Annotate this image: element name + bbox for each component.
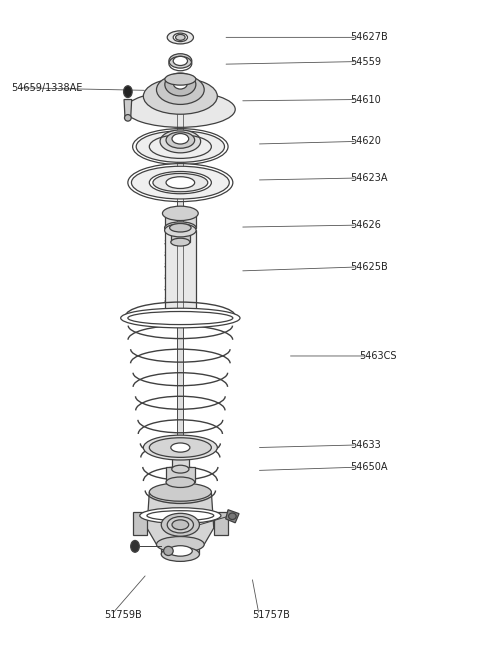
Text: 54626: 54626 — [350, 220, 381, 230]
Ellipse shape — [128, 164, 233, 202]
Text: 54559: 54559 — [350, 57, 381, 66]
Polygon shape — [161, 545, 199, 555]
Ellipse shape — [149, 438, 211, 457]
Ellipse shape — [167, 31, 193, 44]
Ellipse shape — [166, 132, 195, 148]
Ellipse shape — [173, 57, 188, 66]
Polygon shape — [124, 99, 132, 118]
Ellipse shape — [228, 513, 236, 520]
Ellipse shape — [162, 206, 198, 221]
Ellipse shape — [165, 224, 196, 237]
Ellipse shape — [161, 513, 199, 536]
Ellipse shape — [161, 547, 199, 561]
Ellipse shape — [165, 309, 196, 322]
Text: 54610: 54610 — [350, 95, 381, 104]
Polygon shape — [171, 228, 190, 242]
Polygon shape — [226, 510, 239, 523]
Text: 51759B: 51759B — [104, 610, 142, 620]
Ellipse shape — [173, 33, 188, 41]
Text: 54633: 54633 — [350, 440, 381, 450]
Ellipse shape — [136, 131, 225, 162]
Ellipse shape — [172, 133, 189, 144]
Ellipse shape — [164, 547, 173, 556]
Text: 5463CS: 5463CS — [360, 351, 397, 361]
Ellipse shape — [156, 537, 204, 553]
Ellipse shape — [176, 34, 185, 40]
Polygon shape — [147, 492, 214, 545]
Text: 51757B: 51757B — [252, 610, 290, 620]
Ellipse shape — [166, 177, 195, 189]
Ellipse shape — [153, 173, 208, 192]
Ellipse shape — [144, 78, 217, 114]
Ellipse shape — [171, 443, 190, 452]
Text: 54623A: 54623A — [350, 173, 387, 183]
Ellipse shape — [173, 78, 188, 89]
Ellipse shape — [172, 520, 189, 530]
Ellipse shape — [125, 91, 235, 127]
Text: 54625B: 54625B — [350, 262, 387, 272]
Text: 54659/1338AE: 54659/1338AE — [11, 83, 82, 93]
Polygon shape — [165, 214, 196, 228]
Ellipse shape — [140, 508, 221, 524]
Ellipse shape — [149, 483, 211, 501]
Polygon shape — [178, 83, 183, 555]
Ellipse shape — [132, 129, 228, 165]
Ellipse shape — [169, 223, 191, 232]
Ellipse shape — [165, 73, 196, 96]
Polygon shape — [172, 446, 189, 469]
Ellipse shape — [171, 238, 190, 246]
Ellipse shape — [165, 74, 196, 85]
Text: 54620: 54620 — [350, 137, 381, 147]
Ellipse shape — [120, 308, 240, 328]
Ellipse shape — [123, 86, 132, 97]
Ellipse shape — [156, 75, 204, 104]
Ellipse shape — [124, 114, 131, 121]
Ellipse shape — [166, 477, 195, 487]
Polygon shape — [165, 231, 196, 315]
Ellipse shape — [172, 442, 189, 450]
Text: 54650A: 54650A — [350, 462, 387, 472]
Ellipse shape — [132, 166, 229, 199]
Ellipse shape — [165, 222, 196, 234]
Ellipse shape — [169, 54, 192, 68]
Ellipse shape — [172, 465, 189, 473]
Ellipse shape — [160, 130, 201, 153]
Polygon shape — [132, 512, 147, 535]
Ellipse shape — [144, 435, 217, 460]
Ellipse shape — [167, 516, 193, 533]
Ellipse shape — [131, 541, 139, 553]
Ellipse shape — [168, 546, 192, 556]
Text: 54627B: 54627B — [350, 32, 387, 42]
Polygon shape — [214, 512, 228, 535]
Polygon shape — [166, 467, 195, 482]
Ellipse shape — [149, 171, 211, 194]
